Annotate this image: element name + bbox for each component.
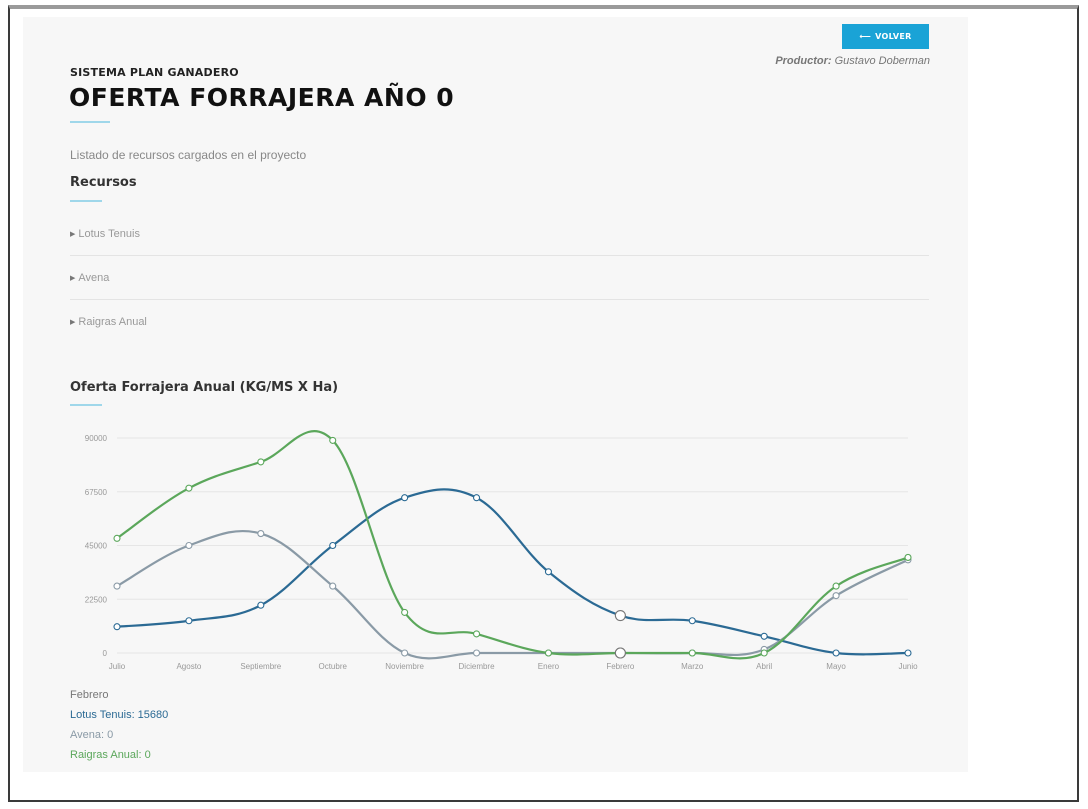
x-tick-label: Mayo xyxy=(826,662,846,671)
data-point-lotus-tenuis xyxy=(257,601,265,609)
x-tick-label: Abril xyxy=(756,662,772,671)
title-underline xyxy=(70,121,110,123)
data-point-lotus-tenuis xyxy=(329,541,337,550)
data-point-raigras-anual xyxy=(257,458,265,466)
data-point-raigras-anual xyxy=(688,649,696,657)
series-line-raigras-anual xyxy=(116,430,909,660)
y-tick-label: 45000 xyxy=(85,542,108,551)
tooltip-row: Avena: 0 xyxy=(70,729,114,741)
data-point-raigras-anual xyxy=(329,436,337,444)
data-point-raigras-anual xyxy=(185,484,193,492)
tooltip-row: Raigras Anual: 0 xyxy=(70,749,151,761)
data-point-lotus-tenuis xyxy=(688,617,696,625)
x-tick-label: Agosto xyxy=(176,662,201,671)
page-title: OFERTA FORRAJERA AÑO 0 xyxy=(69,83,455,112)
data-point-lotus-tenuis xyxy=(904,649,912,657)
tooltip-row: Lotus Tenuis: 15680 xyxy=(70,709,169,721)
data-point-avena xyxy=(113,582,121,590)
x-tick-label: Julio xyxy=(109,662,126,671)
resources-description: Listado de recursos cargados en el proye… xyxy=(70,148,307,162)
data-point-lotus-tenuis xyxy=(113,623,121,631)
data-point-lotus-tenuis xyxy=(544,568,553,576)
y-tick-label: 0 xyxy=(103,649,108,658)
data-point-lotus-tenuis xyxy=(832,649,840,657)
data-point-raigras-anual xyxy=(401,608,409,616)
data-point-avena xyxy=(257,530,265,538)
data-point-raigras-anual xyxy=(760,649,768,657)
x-tick-label: Noviembre xyxy=(385,662,424,671)
chart-underline xyxy=(70,404,102,406)
content-panel xyxy=(23,17,968,772)
resources-underline xyxy=(70,200,102,202)
data-point-avena xyxy=(472,649,481,657)
y-tick-label: 90000 xyxy=(85,434,108,443)
resource-item-avena[interactable]: ▶ Avena xyxy=(70,256,929,300)
divider xyxy=(70,255,929,256)
data-point-avena xyxy=(329,582,337,590)
data-point-raigras-anual xyxy=(544,649,553,657)
divider xyxy=(70,299,929,300)
arrow-left-icon: ⟵ xyxy=(859,32,872,41)
x-tick-label: Octubre xyxy=(318,662,347,671)
tooltip-title: Febrero xyxy=(70,689,109,701)
resource-item-raigras-anual[interactable]: ▶ Raigras Anual xyxy=(70,300,929,344)
resources-heading: Recursos xyxy=(70,175,137,190)
y-tick-label: 67500 xyxy=(85,488,108,497)
volver-button[interactable]: ⟵ VOLVER xyxy=(842,24,929,49)
x-tick-label: Septiembre xyxy=(240,662,281,671)
caret-right-icon: ▶ xyxy=(70,275,76,282)
caret-right-icon: ▶ xyxy=(70,231,76,238)
data-point-lotus-tenuis xyxy=(401,494,409,502)
x-tick-label: Marzo xyxy=(681,662,704,671)
productor-label: Productor: xyxy=(775,55,832,67)
caret-right-icon: ▶ xyxy=(70,319,76,326)
x-tick-label: Junio xyxy=(898,662,918,671)
series-line-avena xyxy=(116,529,909,660)
y-tick-label: 22500 xyxy=(85,595,108,604)
data-point-raigras-anual xyxy=(904,553,912,561)
chart-heading: Oferta Forrajera Anual (KG/MS X Ha) xyxy=(70,380,339,395)
resource-label: Avena xyxy=(78,272,110,284)
data-point-raigras-anual xyxy=(113,534,121,542)
data-point-avena xyxy=(401,649,409,657)
data-point-lotus-tenuis xyxy=(760,632,768,640)
productor-info: Productor: Gustavo Doberman xyxy=(775,55,930,67)
data-point-avena xyxy=(832,592,840,600)
system-name: SISTEMA PLAN GANADERO xyxy=(70,66,239,79)
resource-label: Raigras Anual xyxy=(78,316,147,328)
data-point-lotus-tenuis xyxy=(472,494,481,502)
data-point-raigras-anual xyxy=(614,647,626,659)
x-tick-label: Diciembre xyxy=(459,662,496,671)
data-point-avena xyxy=(185,541,193,550)
data-point-lotus-tenuis xyxy=(614,609,626,622)
chart-tooltip: Febrero Lotus Tenuis: 15680 Avena: 0 Raigr… xyxy=(70,685,168,765)
data-point-lotus-tenuis xyxy=(185,617,193,625)
series-line-lotus-tenuis xyxy=(116,488,909,656)
resource-item-lotus-tenuis[interactable]: ▶ Lotus Tenuis xyxy=(70,212,929,256)
volver-label: VOLVER xyxy=(875,32,912,41)
resource-label: Lotus Tenuis xyxy=(78,228,140,240)
x-tick-label: Enero xyxy=(538,662,560,671)
data-point-raigras-anual xyxy=(472,630,481,638)
data-point-raigras-anual xyxy=(832,582,840,590)
productor-name: Gustavo Doberman xyxy=(834,55,930,67)
x-tick-label: Febrero xyxy=(606,662,635,671)
